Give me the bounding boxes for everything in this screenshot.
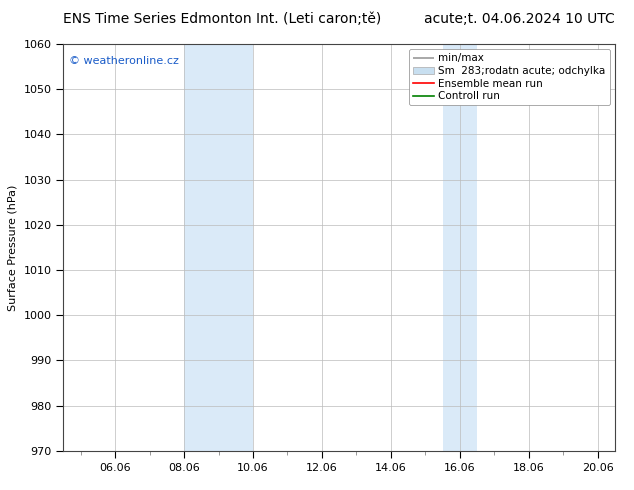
Legend: min/max, Sm  283;rodatn acute; odchylka, Ensemble mean run, Controll run: min/max, Sm 283;rodatn acute; odchylka, … [409, 49, 610, 105]
Text: acute;t. 04.06.2024 10 UTC: acute;t. 04.06.2024 10 UTC [424, 12, 615, 26]
Y-axis label: Surface Pressure (hPa): Surface Pressure (hPa) [8, 184, 18, 311]
Bar [184, 44, 253, 451]
Bar [443, 44, 477, 451]
Text: © weatheronline.cz: © weatheronline.cz [69, 56, 179, 66]
Text: ENS Time Series Edmonton Int. (Leti caron;tě): ENS Time Series Edmonton Int. (Leti caro… [63, 12, 382, 26]
